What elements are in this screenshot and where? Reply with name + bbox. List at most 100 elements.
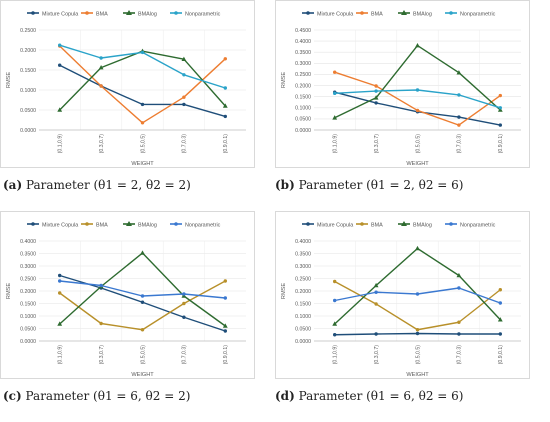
data-point (415, 331, 420, 336)
x-tick-label: (0.3,0.7) (374, 345, 380, 365)
series-line (334, 280, 501, 331)
data-point (222, 103, 228, 108)
y-tick-label: 0.4500 (295, 28, 311, 34)
y-tick-label: 0.1500 (20, 301, 36, 307)
data-point (140, 250, 145, 255)
legend-entry: Nonparametric (445, 222, 496, 229)
series-group (333, 279, 502, 332)
data-point (374, 89, 378, 93)
x-axis-title: WEIGHT (406, 372, 429, 378)
panel-caption-text: Parameter (θ1 = 2, θ2 = 6) (298, 178, 464, 192)
y-tick-label: 0.3500 (20, 251, 36, 257)
y-tick-label: 0.1000 (295, 314, 311, 320)
legend-label: BMA (96, 223, 108, 229)
y-tick-label: 0.3500 (295, 251, 311, 257)
series-group (333, 331, 502, 337)
legend-label: BMAlog (413, 12, 432, 18)
y-axis-title: RMSE (6, 283, 12, 299)
data-point (58, 273, 62, 278)
x-tick-label: (0.1,0.9) (58, 134, 64, 154)
x-tick-label: (0.1,0.9) (58, 345, 64, 365)
x-axis-title: WEIGHT (131, 372, 154, 378)
x-tick-label: (0.9,0.1) (498, 345, 504, 365)
data-point (373, 282, 379, 288)
legend-marker (126, 10, 132, 15)
y-tick-label: 0.1000 (295, 106, 311, 112)
panel-caption-text: Parameter (θ1 = 6, θ2 = 2) (25, 389, 191, 403)
legend-marker (449, 222, 453, 226)
data-point (498, 288, 502, 292)
data-point (99, 283, 103, 288)
legend-label: Nonparametric (460, 12, 496, 18)
x-tick-label: (0.5,0.5) (415, 345, 421, 365)
y-tick-label: 0.2000 (295, 289, 311, 295)
y-tick-label: 0.2500 (20, 276, 36, 282)
data-point (374, 290, 378, 294)
line-chart: Mixture Copula BMA BMAlog Nonparametric 0.00… (281, 10, 521, 167)
data-point (374, 101, 378, 105)
legend-marker (401, 10, 407, 15)
x-axis-title: WEIGHT (406, 161, 429, 167)
data-point (457, 332, 461, 336)
data-point (99, 56, 103, 60)
y-axis-title: RMSE (6, 72, 12, 88)
data-point (58, 291, 62, 295)
data-point (456, 70, 462, 75)
legend-marker (401, 221, 407, 226)
legend-entry: BMA (356, 222, 383, 229)
data-point (498, 106, 502, 110)
data-point (182, 292, 186, 296)
data-point (332, 321, 338, 326)
panel-label: (c) (3, 389, 22, 403)
series-line (59, 64, 226, 118)
y-axis-title: RMSE (281, 283, 287, 299)
series-group (58, 63, 227, 119)
series-group (58, 279, 227, 300)
data-point (57, 107, 63, 112)
data-point (140, 50, 145, 55)
y-tick-label: 0.3000 (20, 264, 36, 270)
series-line (334, 247, 501, 325)
legend-entry: Mixture Copula (27, 222, 78, 229)
panel-label: (b) (275, 178, 295, 192)
chart-frame: Mixture Copula BMA BMAlog Nonparametric 0.00… (275, 0, 530, 168)
chart-frame: Mixture Copula BMA BMAlog Nonparametric 0.00… (275, 211, 530, 379)
data-point (457, 123, 461, 127)
x-tick-label: (0.7,0.3) (457, 345, 463, 365)
series-line (334, 91, 501, 126)
legend-label: Mixture Copula (317, 223, 353, 229)
y-tick-label: 0.1000 (20, 314, 36, 320)
data-point (58, 63, 62, 67)
legend-marker (85, 11, 89, 15)
y-tick-label: 0.0500 (20, 326, 36, 332)
x-tick-label: (0.1,0.9) (333, 345, 339, 365)
data-point (333, 91, 337, 96)
legend-label: Mixture Copula (42, 223, 78, 229)
y-tick-label: 0.2500 (20, 28, 36, 34)
x-tick-label: (0.5,0.5) (140, 134, 146, 154)
chart-frame: Mixture Copula BMA BMAlog Nonparametric 0.00… (0, 0, 255, 168)
y-tick-label: 0.1000 (20, 88, 36, 94)
chart-frame: Mixture Copula BMA BMAlog Nonparametric 0.00… (0, 211, 255, 379)
x-axis-title: WEIGHT (131, 161, 154, 167)
x-tick-label: (0.3,0.7) (99, 134, 105, 154)
data-point (373, 95, 379, 100)
y-tick-label: 0.0000 (295, 128, 311, 134)
series-group (58, 44, 227, 125)
legend-marker (126, 221, 132, 226)
y-tick-label: 0.1500 (20, 68, 36, 74)
legend-label: BMA (371, 223, 383, 229)
series-line (334, 44, 501, 119)
y-tick-label: 0.0000 (20, 128, 36, 134)
legend-marker (306, 11, 310, 15)
y-tick-label: 0.0000 (20, 339, 36, 345)
series-group (333, 286, 502, 305)
y-tick-label: 0.0000 (295, 339, 311, 345)
y-tick-label: 0.2500 (295, 276, 311, 282)
data-point (223, 329, 227, 333)
legend-entry: Nonparametric (170, 222, 221, 229)
data-point (140, 121, 145, 125)
legend-marker (31, 222, 35, 226)
data-point (415, 328, 420, 332)
data-point (182, 95, 186, 99)
